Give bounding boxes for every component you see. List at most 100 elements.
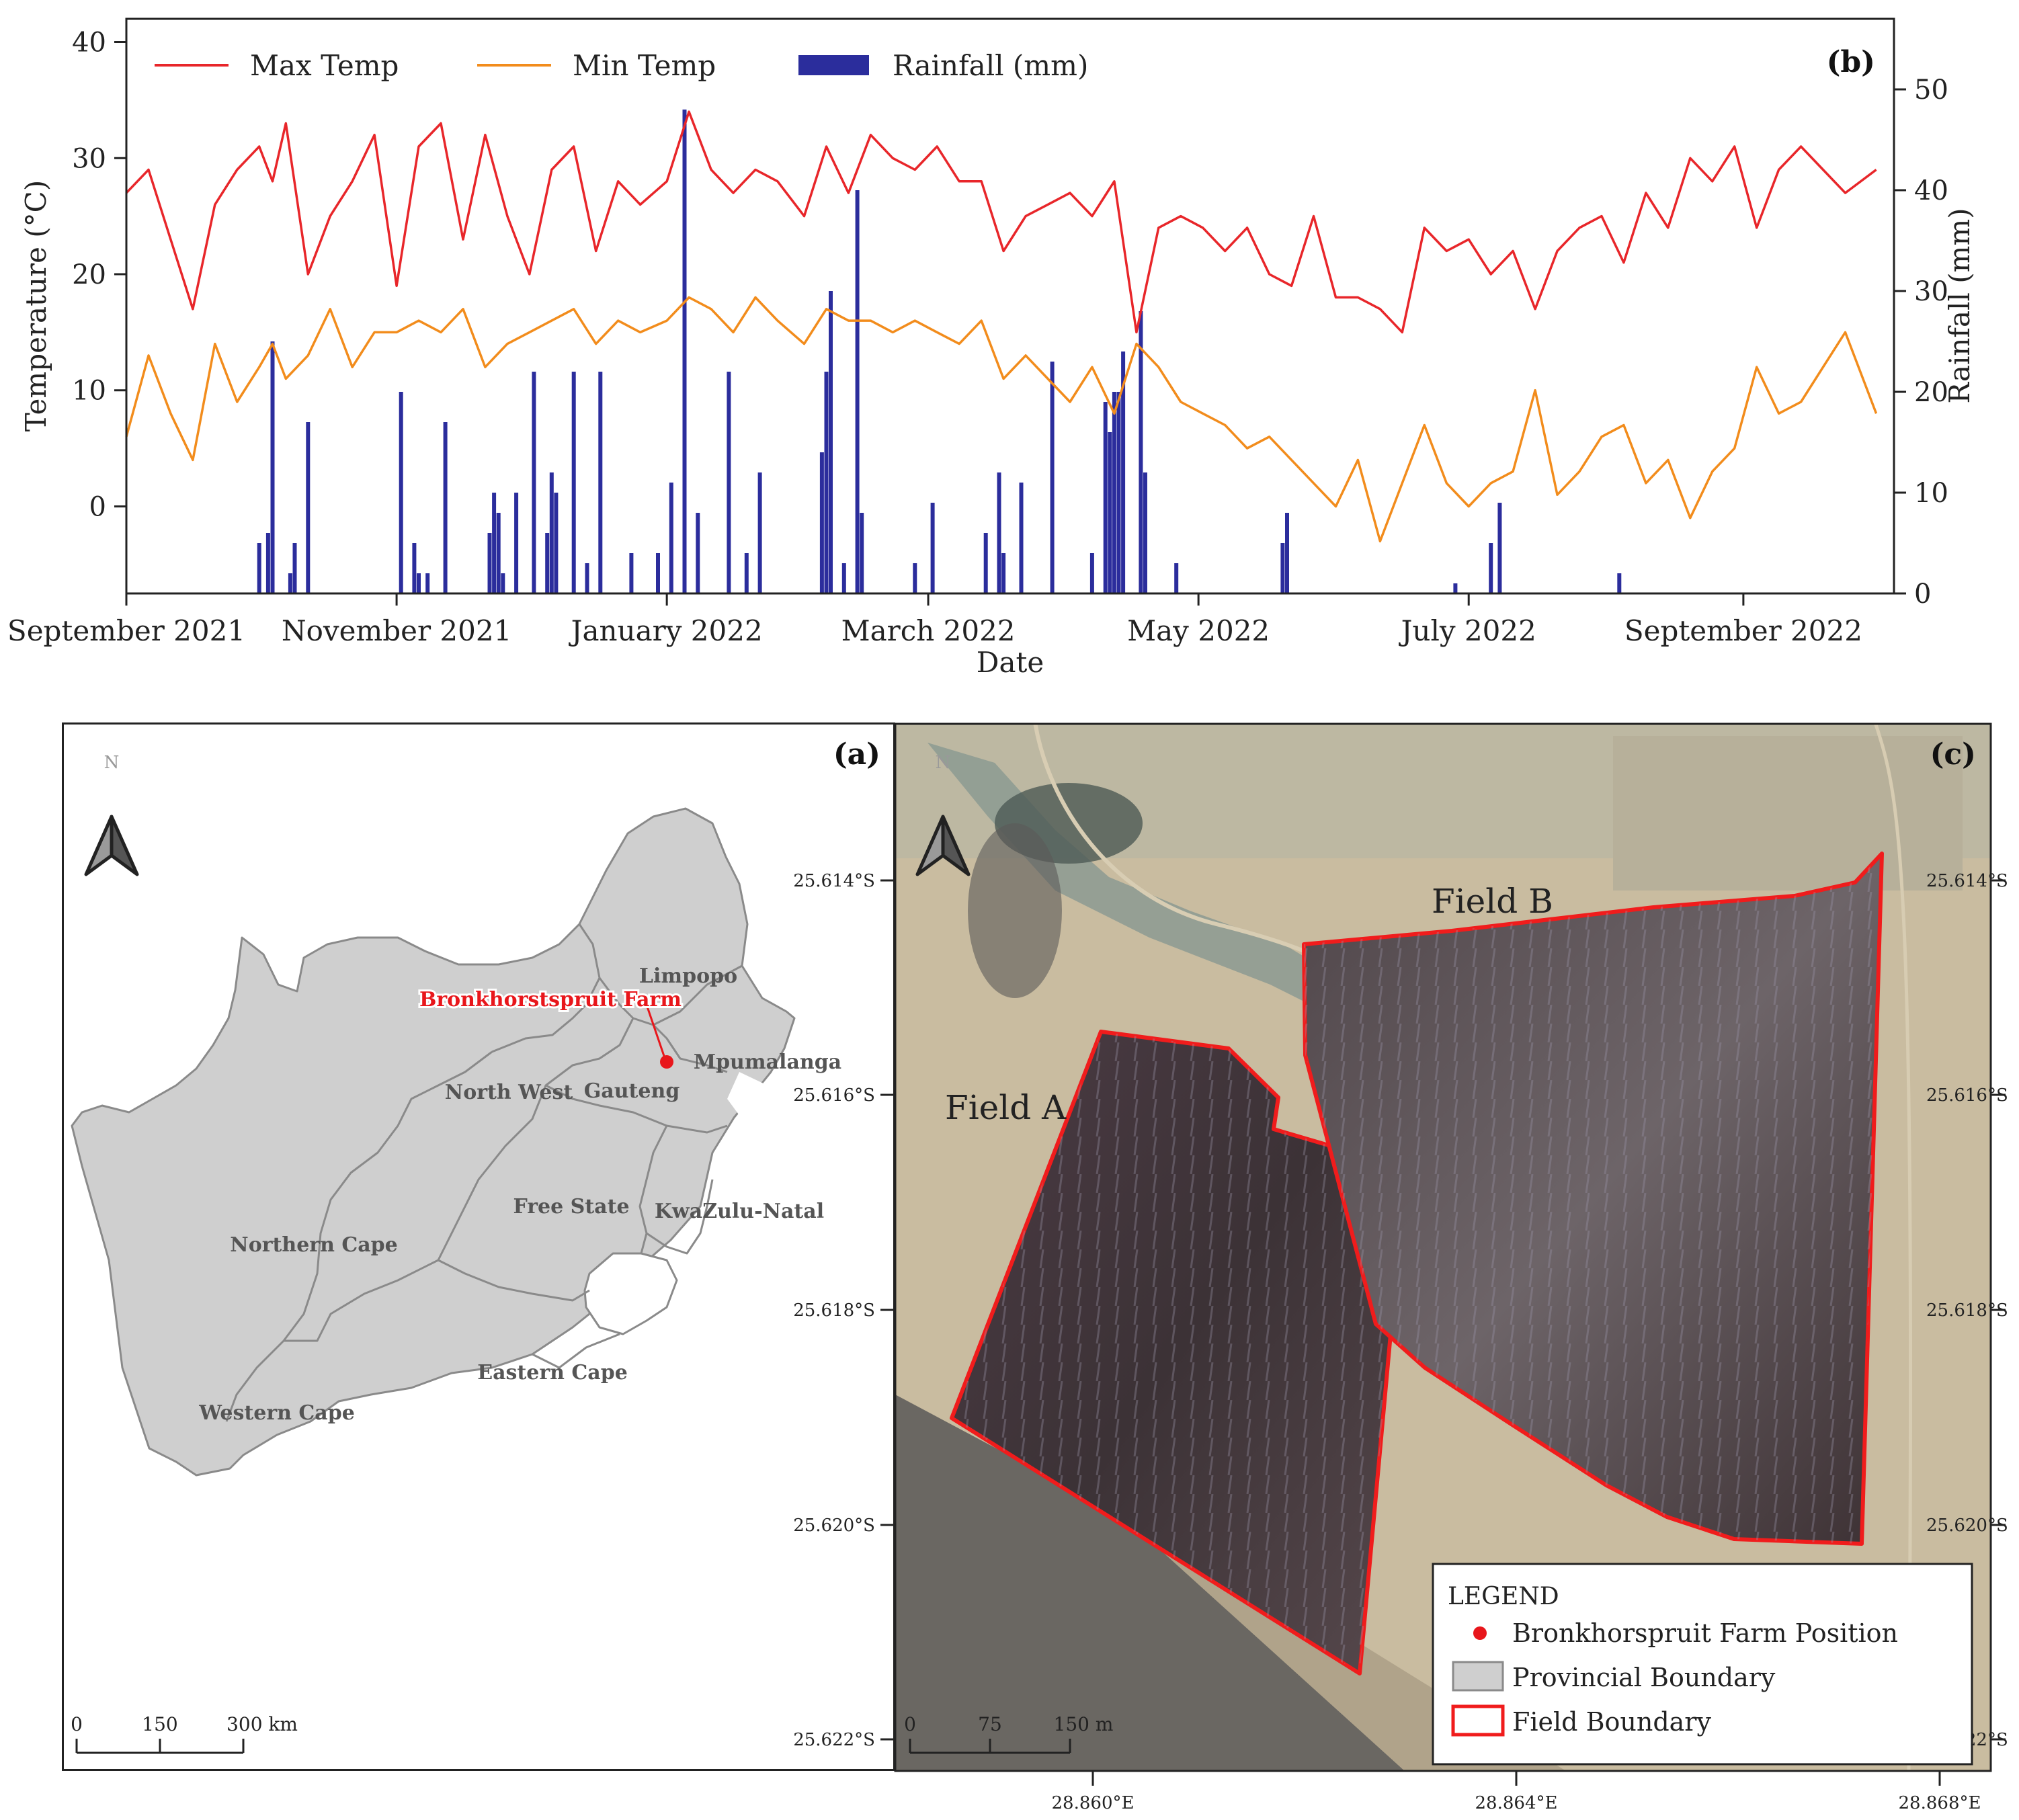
field-b-label: Field B	[1432, 882, 1553, 921]
scale-c-tick-75: 75	[978, 1713, 1002, 1735]
y-right-tick-label: 10	[1914, 478, 1948, 509]
rain-bar	[1103, 402, 1108, 593]
rain-bar	[487, 533, 492, 593]
y-left-tick-label: 0	[89, 491, 106, 522]
province-north-west: North West	[445, 1081, 573, 1104]
rain-bar	[292, 543, 297, 593]
rain-bar	[554, 493, 559, 593]
rain-bar	[656, 553, 660, 593]
scale-c-tick-0: 0	[904, 1713, 916, 1735]
rain-bar	[532, 372, 536, 593]
rain-bar	[744, 553, 749, 593]
y-axis-right: 0 10 20 30 40 50	[1894, 75, 1948, 610]
rain-bar	[585, 563, 589, 593]
north-arrow-icon: N	[84, 753, 139, 876]
y-axis-left: 0 10 20 30 40	[72, 28, 126, 522]
y-right-tick-label: 30	[1914, 276, 1948, 307]
rain-bar	[1116, 392, 1121, 593]
province-limpopo: Limpopo	[639, 964, 737, 988]
rain-bar	[1112, 392, 1116, 593]
rain-bar	[1139, 311, 1143, 593]
north-arrow-icon: N	[915, 753, 971, 876]
lat-label-right-2: 25.616°S	[1926, 1085, 2008, 1106]
province-kwazulu-natal: KwaZulu-Natal	[655, 1200, 824, 1223]
legend-province-swatch	[1452, 1661, 1504, 1692]
map-legend-box	[1432, 1563, 1973, 1766]
province-western-cape: Western Cape	[198, 1401, 355, 1425]
x-tick-label: January 2022	[569, 614, 763, 647]
rain-bar	[727, 372, 731, 593]
scale-a-tick-300: 300 km	[226, 1713, 298, 1735]
x-axis: September 2021 November 2021 January 2022 M…	[7, 593, 1862, 647]
rain-bar	[399, 392, 403, 593]
rain-bar	[257, 543, 261, 593]
rain-bar	[1174, 563, 1179, 593]
lat-label-left-5: 25.622°S	[793, 1730, 875, 1750]
rain-bar	[841, 563, 846, 593]
rain-bar	[757, 472, 762, 593]
rain-bar	[1121, 351, 1126, 593]
rain-bar	[514, 493, 519, 593]
province-eastern-cape: Eastern Cape	[477, 1361, 628, 1384]
lat-label-right-4: 25.620°S	[1926, 1516, 2008, 1536]
scale-a-tick-0: 0	[71, 1713, 83, 1735]
rain-bar	[288, 573, 292, 593]
x-axis-label: Date	[977, 646, 1044, 679]
rain-bar	[629, 553, 634, 593]
lat-label-left-4: 25.620°S	[793, 1516, 875, 1536]
rain-bar	[549, 472, 554, 593]
rain-bar	[1453, 583, 1458, 593]
rain-bar	[930, 503, 935, 593]
rain-bar	[306, 422, 311, 593]
rain-bar	[669, 483, 673, 593]
lat-label-right-3: 25.618°S	[1926, 1300, 2008, 1321]
rain-bar	[1143, 472, 1147, 593]
rain-bar	[1497, 503, 1502, 593]
scale-bar-a	[75, 1739, 245, 1754]
scale-bar-c	[909, 1739, 1071, 1754]
y-right-tick-label: 50	[1914, 75, 1948, 106]
legend-max-label: Max Temp	[250, 49, 399, 82]
x-tick-label: November 2021	[282, 614, 512, 647]
rain-bar	[913, 563, 917, 593]
y-right-tick-label: 0	[1914, 579, 1931, 610]
lon-label-2: 28.864°E	[1475, 1793, 1558, 1813]
rain-bar	[855, 190, 860, 593]
lon-label-3: 28.868°E	[1899, 1793, 1981, 1813]
x-tick-label: March 2022	[841, 614, 1016, 647]
farm-label: Bronkhorstspruit Farm	[419, 988, 682, 1011]
farm-marker-icon	[660, 1055, 673, 1069]
province-northern-cape: Northern Cape	[230, 1233, 397, 1257]
legend-field-label: Field Boundary	[1512, 1707, 1711, 1737]
lat-label-left-3: 25.618°S	[793, 1300, 875, 1321]
panel-a-label: (a)	[833, 737, 880, 772]
north-arrow-letter: N	[104, 753, 120, 773]
legend-farm-marker-icon	[1473, 1626, 1487, 1640]
legend-min-label: Min Temp	[573, 49, 716, 82]
rain-bar	[997, 472, 1001, 593]
y-axis-left-label: Temperature (°C)	[19, 180, 52, 431]
y-left-tick-label: 10	[72, 376, 106, 407]
legend-field-swatch	[1451, 1704, 1505, 1737]
rain-bar	[824, 372, 829, 593]
rain-bar	[443, 422, 448, 593]
scale-c-tick-150: 150 m	[1054, 1713, 1114, 1735]
rain-bar	[545, 533, 550, 593]
farm-leader-line	[645, 1004, 667, 1061]
rain-bar	[819, 452, 824, 593]
lesotho-enclave	[583, 1252, 678, 1335]
lat-label-left-2: 25.616°S	[793, 1085, 875, 1106]
weather-chart: 0 10 20 30 40 0 10 20 30 40 50 September 2021 Nove…	[7, 17, 1976, 679]
rain-bar	[983, 533, 988, 593]
rain-bar	[1489, 543, 1493, 593]
south-africa-country	[71, 807, 796, 1477]
scale-a-tick-150: 150	[142, 1713, 177, 1735]
province-free-state: Free State	[513, 1195, 629, 1218]
y-right-tick-label: 20	[1914, 377, 1948, 408]
y-axis-right-label: Rainfall (mm)	[1943, 208, 1976, 403]
rain-bar	[265, 533, 270, 593]
lat-label-left-1: 25.614°S	[793, 871, 875, 891]
province-mpumalanga: Mpumalanga	[694, 1050, 841, 1074]
rain-bar	[696, 513, 700, 593]
legend-province-label: Provincial Boundary	[1512, 1663, 1776, 1692]
